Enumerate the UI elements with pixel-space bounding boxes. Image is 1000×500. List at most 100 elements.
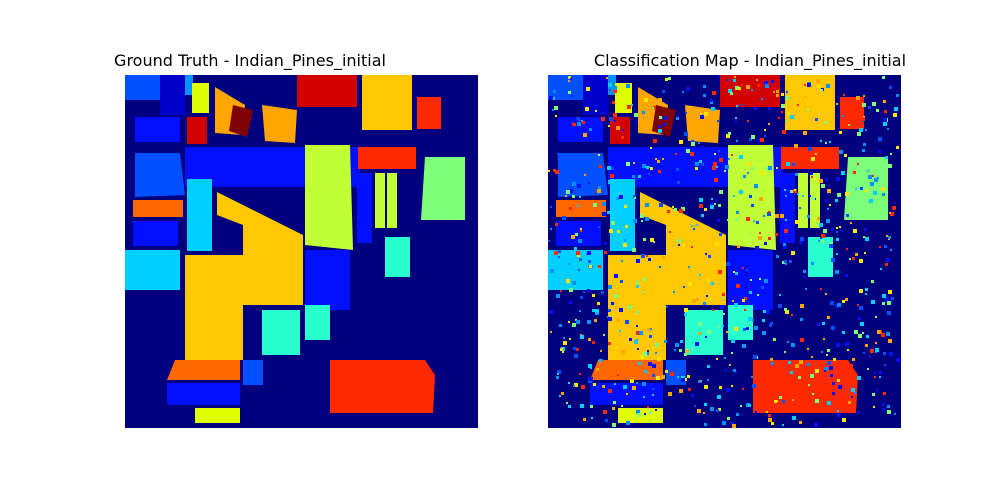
cls-noise-pixel <box>640 214 644 218</box>
cls-noise-pixel <box>550 228 552 230</box>
cls-noise-pixel <box>594 319 597 322</box>
cls-noise-pixel <box>759 232 761 234</box>
cls-noise-pixel <box>704 385 708 389</box>
cls-noise-pixel <box>808 384 810 386</box>
cls-noise-pixel <box>711 282 714 285</box>
cls-noise-pixel <box>768 123 770 125</box>
cls-noise-pixel <box>608 342 611 345</box>
cls-noise-pixel <box>815 369 819 373</box>
cls-noise-pixel <box>735 121 737 123</box>
cls-noise-pixel <box>612 101 615 104</box>
cls-noise-pixel <box>853 229 857 233</box>
cls-noise-pixel <box>714 178 718 182</box>
cls-noise-pixel <box>776 400 778 402</box>
cls-noise-pixel <box>548 240 550 242</box>
cls-noise-pixel <box>636 285 639 288</box>
cls-noise-pixel <box>599 165 602 168</box>
cls-noise-pixel <box>812 379 815 382</box>
gt-region-10 <box>362 75 412 130</box>
classification-title: Classification Map - Indian_Pines_initia… <box>593 51 907 70</box>
cls-noise-pixel <box>682 91 684 93</box>
cls-noise-pixel <box>744 297 747 300</box>
cls-noise-pixel <box>569 189 573 193</box>
cls-noise-pixel <box>590 405 593 408</box>
cls-noise-pixel <box>621 350 625 354</box>
cls-noise-pixel <box>773 338 776 341</box>
cls-noise-pixel <box>696 224 698 226</box>
gt-region-0 <box>125 75 160 100</box>
cls-noise-pixel <box>882 76 885 79</box>
cls-noise-pixel <box>893 113 897 117</box>
cls-noise-pixel <box>771 422 774 425</box>
cls-noise-pixel <box>574 247 577 250</box>
cls-noise-pixel <box>884 364 886 366</box>
cls-noise-pixel <box>572 281 576 285</box>
cls-noise-pixel <box>795 220 799 224</box>
cls-noise-pixel <box>615 307 617 309</box>
cls-noise-pixel <box>578 269 580 271</box>
cls-noise-pixel <box>766 382 769 385</box>
cls-noise-pixel <box>592 309 595 312</box>
cls-noise-pixel <box>890 153 892 155</box>
cls-noise-pixel <box>647 406 649 408</box>
cls-noise-pixel <box>703 302 706 305</box>
cls-noise-pixel <box>556 294 560 298</box>
cls-noise-pixel <box>628 305 632 309</box>
cls-noise-pixel <box>872 393 875 396</box>
cls-noise-pixel <box>568 405 571 408</box>
cls-noise-pixel <box>787 112 790 115</box>
cls-noise-pixel <box>573 385 575 387</box>
cls-noise-pixel <box>656 376 660 380</box>
cls-noise-pixel <box>647 350 649 352</box>
cls-noise-pixel <box>679 349 682 352</box>
cls-noise-pixel <box>823 229 827 233</box>
cls-noise-pixel <box>733 195 735 197</box>
cls-noise-pixel <box>888 164 892 168</box>
cls-noise-pixel <box>891 301 893 303</box>
gt-region-9 <box>297 75 357 107</box>
cls-noise-pixel <box>805 288 807 290</box>
cls-noise-pixel <box>694 225 696 227</box>
cls-noise-pixel <box>616 126 620 130</box>
cls-noise-pixel <box>844 394 846 396</box>
cls-noise-pixel <box>647 391 651 395</box>
cls-noise-pixel <box>891 297 894 300</box>
cls-noise-pixel <box>699 204 703 208</box>
cls-noise-pixel <box>588 338 591 341</box>
cls-noise-pixel <box>662 256 665 259</box>
cls-noise-pixel <box>550 331 552 333</box>
cls-noise-pixel <box>842 300 845 303</box>
cls-noise-pixel <box>764 279 768 283</box>
cls-noise-pixel <box>785 263 787 265</box>
cls-noise-pixel <box>863 95 865 97</box>
gt-region-5 <box>187 117 207 144</box>
cls-noise-pixel <box>719 190 723 194</box>
cls-noise-pixel <box>732 300 734 302</box>
cls-noise-pixel <box>780 214 784 218</box>
cls-noise-pixel <box>879 246 881 248</box>
cls-noise-pixel <box>855 253 858 256</box>
cls-noise-pixel <box>695 342 699 346</box>
cls-noise-pixel <box>696 298 699 301</box>
cls-noise-pixel <box>704 423 707 426</box>
cls-noise-pixel <box>733 79 736 82</box>
cls-noise-pixel <box>666 306 668 308</box>
cls-noise-pixel <box>650 328 652 330</box>
cls-noise-pixel <box>630 379 634 383</box>
cls-noise-pixel <box>687 375 690 378</box>
cls-noise-pixel <box>803 270 806 273</box>
cls-noise-pixel <box>712 309 714 311</box>
cls-noise-pixel <box>765 84 769 88</box>
cls-noise-pixel <box>831 326 835 330</box>
cls-noise-pixel <box>794 189 796 191</box>
cls-noise-pixel <box>583 291 585 293</box>
cls-noise-pixel <box>607 166 611 170</box>
cls-noise-pixel <box>832 392 835 395</box>
cls-noise-pixel <box>705 176 707 178</box>
cls-noise-pixel <box>617 374 619 376</box>
cls-noise-pixel <box>800 338 804 342</box>
cls-noise-pixel <box>644 370 647 373</box>
cls-noise-pixel <box>680 152 682 154</box>
cls-noise-pixel <box>767 212 771 216</box>
cls-noise-pixel <box>800 237 804 241</box>
